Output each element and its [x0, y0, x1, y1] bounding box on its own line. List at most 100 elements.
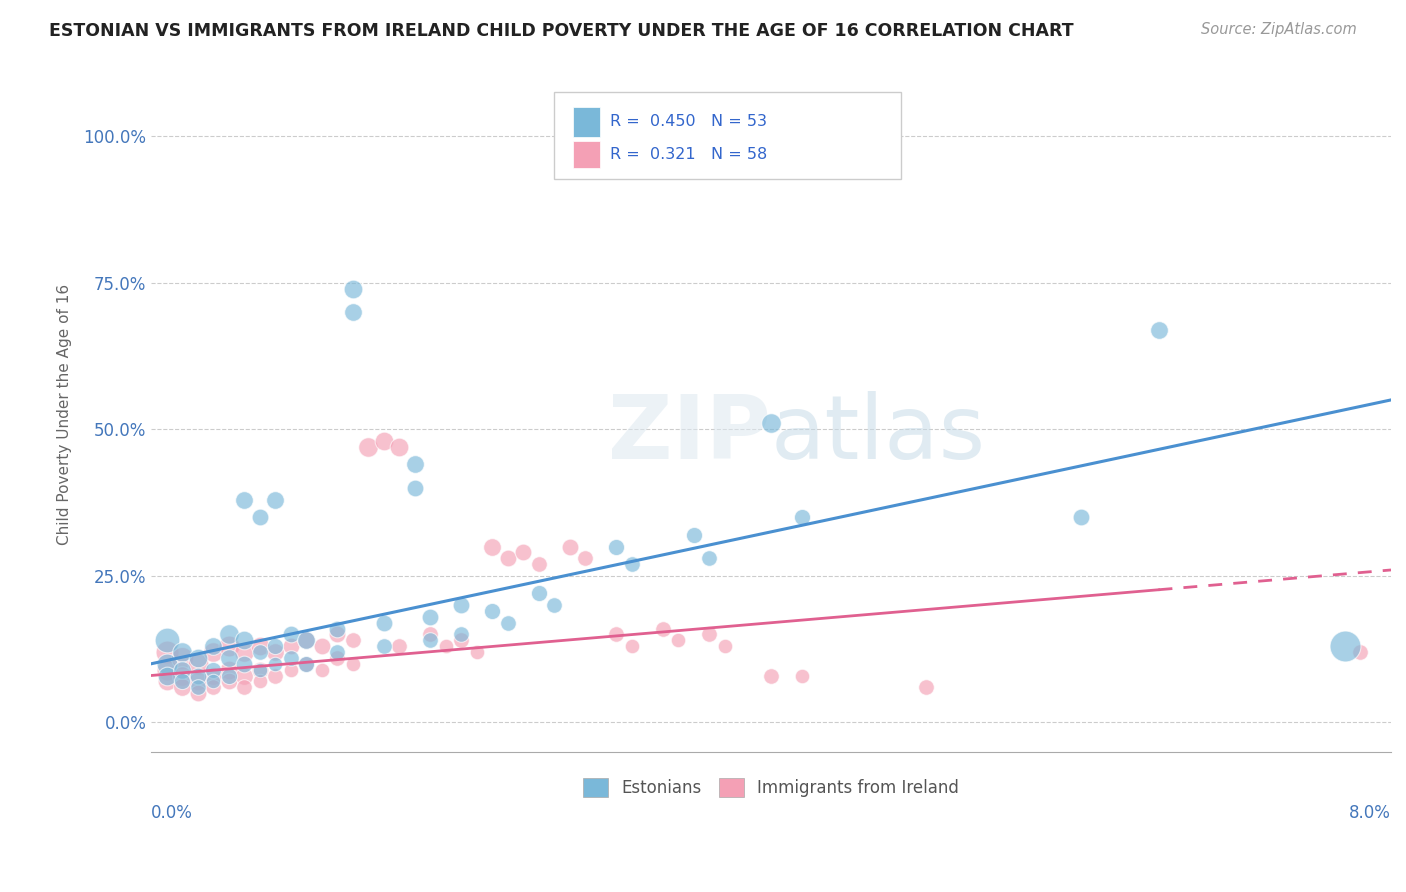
Point — [172, 680, 194, 694]
Text: ZIP: ZIP — [609, 392, 770, 478]
Point — [172, 668, 194, 682]
Point — [218, 663, 240, 677]
Point — [759, 668, 782, 682]
Point — [790, 668, 813, 682]
Point — [527, 557, 550, 571]
Point — [218, 639, 240, 653]
Point — [342, 305, 364, 319]
Point — [156, 645, 179, 659]
Point — [295, 657, 318, 671]
Point — [543, 598, 565, 612]
Point — [187, 686, 209, 700]
Point — [264, 668, 287, 682]
FancyBboxPatch shape — [572, 107, 600, 136]
Y-axis label: Child Poverty Under the Age of 16: Child Poverty Under the Age of 16 — [58, 284, 72, 545]
Point — [172, 645, 194, 659]
Point — [1348, 645, 1371, 659]
Point — [1070, 510, 1092, 524]
Point — [713, 639, 735, 653]
Point — [187, 651, 209, 665]
Point — [342, 657, 364, 671]
Point — [264, 639, 287, 653]
Point — [481, 540, 503, 554]
Text: Source: ZipAtlas.com: Source: ZipAtlas.com — [1201, 22, 1357, 37]
Point — [915, 680, 938, 694]
Point — [280, 651, 302, 665]
Point — [233, 633, 256, 648]
Point — [218, 674, 240, 689]
Legend: Estonians, Immigrants from Ireland: Estonians, Immigrants from Ireland — [576, 772, 966, 804]
Point — [404, 481, 426, 495]
Point — [759, 417, 782, 431]
Point — [280, 627, 302, 641]
Point — [264, 492, 287, 507]
Point — [202, 639, 225, 653]
Point — [233, 680, 256, 694]
Point — [388, 639, 411, 653]
Point — [156, 663, 179, 677]
Point — [342, 633, 364, 648]
Point — [202, 674, 225, 689]
Point — [1147, 322, 1170, 336]
Point — [419, 610, 441, 624]
Point — [202, 680, 225, 694]
Point — [218, 668, 240, 682]
Point — [558, 540, 581, 554]
Point — [326, 622, 349, 636]
Text: ESTONIAN VS IMMIGRANTS FROM IRELAND CHILD POVERTY UNDER THE AGE OF 16 CORRELATIO: ESTONIAN VS IMMIGRANTS FROM IRELAND CHIL… — [49, 22, 1074, 40]
Point — [450, 598, 472, 612]
Point — [202, 668, 225, 682]
Point — [357, 440, 380, 454]
Point — [202, 663, 225, 677]
Point — [249, 645, 271, 659]
Point — [1333, 639, 1355, 653]
FancyBboxPatch shape — [572, 142, 600, 169]
Point — [233, 668, 256, 682]
Point — [512, 545, 534, 559]
Point — [233, 645, 256, 659]
Point — [419, 627, 441, 641]
Point — [666, 633, 689, 648]
Point — [450, 633, 472, 648]
Point — [172, 663, 194, 677]
Point — [605, 627, 627, 641]
Point — [373, 639, 395, 653]
Point — [280, 639, 302, 653]
Point — [697, 627, 720, 641]
Point — [218, 627, 240, 641]
Point — [264, 645, 287, 659]
Point — [156, 633, 179, 648]
Point — [697, 551, 720, 566]
Point — [326, 645, 349, 659]
Text: 8.0%: 8.0% — [1350, 805, 1391, 822]
Point — [233, 492, 256, 507]
Point — [156, 657, 179, 671]
Point — [651, 622, 673, 636]
Point — [187, 657, 209, 671]
Point — [264, 657, 287, 671]
Point — [172, 674, 194, 689]
Text: R =  0.450   N = 53: R = 0.450 N = 53 — [610, 114, 766, 129]
Point — [172, 651, 194, 665]
Point — [249, 674, 271, 689]
Point — [419, 633, 441, 648]
Point — [496, 615, 519, 630]
Point — [620, 557, 643, 571]
Point — [249, 510, 271, 524]
FancyBboxPatch shape — [554, 92, 901, 178]
Point — [295, 633, 318, 648]
Point — [187, 668, 209, 682]
Point — [295, 657, 318, 671]
Text: 0.0%: 0.0% — [152, 805, 193, 822]
Point — [295, 633, 318, 648]
Point — [342, 281, 364, 295]
Point — [496, 551, 519, 566]
Point — [233, 657, 256, 671]
Point — [465, 645, 488, 659]
Text: atlas: atlas — [770, 392, 986, 478]
Point — [373, 434, 395, 448]
Point — [156, 668, 179, 682]
Point — [450, 627, 472, 641]
Point — [527, 586, 550, 600]
Point — [326, 627, 349, 641]
